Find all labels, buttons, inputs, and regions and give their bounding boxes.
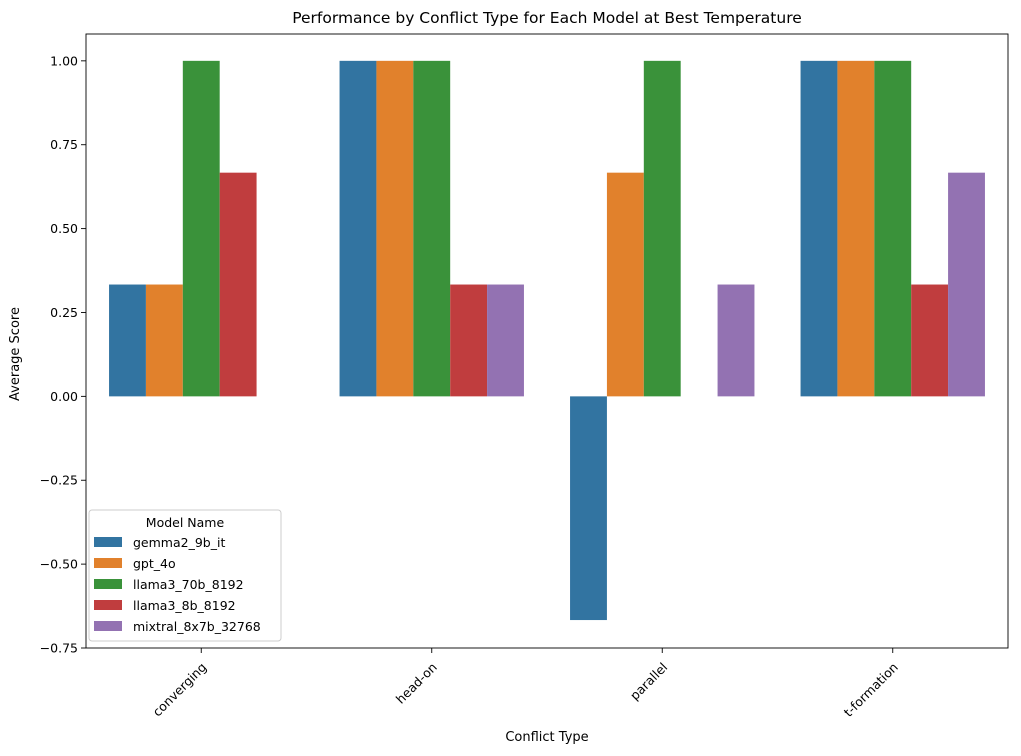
bars-group — [109, 60, 985, 621]
bar-llama3_70b_8192-head-on — [413, 60, 451, 397]
y-tick-label: 0.25 — [50, 305, 78, 320]
legend-label-gpt_4o: gpt_4o — [133, 556, 176, 571]
chart-title: Performance by Conflict Type for Each Mo… — [292, 9, 802, 27]
x-axis-label: Conflict Type — [505, 730, 588, 745]
bar-gpt_4o-parallel — [606, 172, 644, 397]
x-tick-label: converging — [149, 660, 209, 720]
bar-gpt_4o-converging — [145, 284, 183, 397]
legend-title: Model Name — [146, 515, 225, 530]
x-tick-label: t-formation — [841, 660, 901, 720]
bar-mixtral_8x7b_32768-t-formation — [948, 172, 985, 397]
bar-llama3_8b_8192-head-on — [450, 284, 488, 397]
legend-label-mixtral_8x7b_32768: mixtral_8x7b_32768 — [133, 619, 261, 634]
bar-gemma2_9b_it-t-formation — [800, 60, 838, 397]
bar-llama3_70b_8192-converging — [182, 60, 220, 397]
bar-gemma2_9b_it-head-on — [339, 60, 377, 397]
bar-llama3_70b_8192-parallel — [643, 60, 681, 397]
bar-gpt_4o-t-formation — [837, 60, 875, 397]
y-tick-label: 0.00 — [50, 389, 78, 404]
bar-llama3_8b_8192-t-formation — [911, 284, 949, 397]
x-tick-label: head-on — [393, 660, 440, 707]
legend-swatch-gpt_4o — [94, 558, 122, 568]
bar-mixtral_8x7b_32768-head-on — [487, 284, 524, 397]
plot-frame — [85, 33, 1009, 649]
y-tick-label: 1.00 — [50, 53, 78, 68]
x-tick-label: parallel — [627, 660, 670, 703]
legend-swatch-llama3_70b_8192 — [94, 579, 122, 589]
bar-gemma2_9b_it-parallel — [570, 396, 607, 621]
legend-label-llama3_70b_8192: llama3_70b_8192 — [133, 577, 244, 592]
bar-mixtral_8x7b_32768-parallel — [717, 284, 755, 397]
legend-label-gemma2_9b_it: gemma2_9b_it — [133, 535, 225, 550]
legend-swatch-gemma2_9b_it — [94, 537, 122, 547]
legend-box — [88, 509, 282, 642]
legend-swatch-llama3_8b_8192 — [94, 600, 122, 610]
y-axis-label: Average Score — [8, 307, 23, 401]
legend-label-llama3_8b_8192: llama3_8b_8192 — [133, 598, 236, 613]
legend-swatch-mixtral_8x7b_32768 — [94, 621, 122, 631]
bar-llama3_70b_8192-t-formation — [874, 60, 912, 397]
y-tick-label: −0.25 — [40, 473, 78, 488]
bar-llama3_8b_8192-converging — [219, 172, 257, 397]
y-tick-label: 0.75 — [50, 137, 78, 152]
y-tick-label: −0.50 — [40, 557, 78, 572]
y-tick-label: 0.50 — [50, 221, 78, 236]
y-tick-label: −0.75 — [40, 641, 78, 656]
bar-gemma2_9b_it-converging — [109, 284, 146, 397]
bar-gpt_4o-head-on — [376, 60, 414, 397]
legend: Model Name gemma2_9b_it gpt_4o llama3_70b_8… — [88, 509, 282, 642]
